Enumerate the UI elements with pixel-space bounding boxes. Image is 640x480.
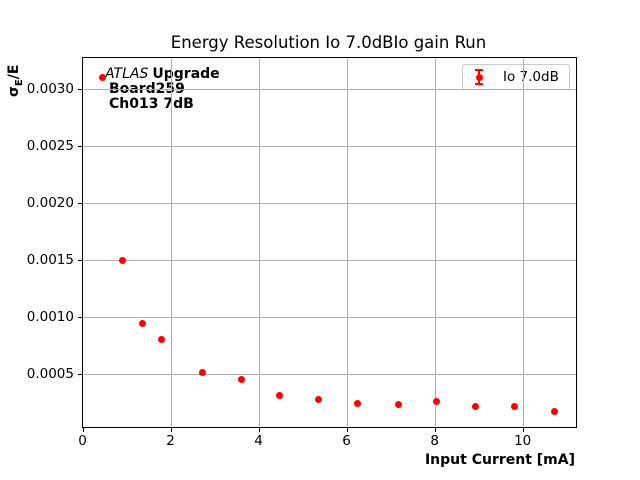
errorbar-marker-icon xyxy=(472,68,486,86)
y-axis-label-rest: /E xyxy=(6,64,22,80)
data-point xyxy=(139,319,147,327)
x-gridline xyxy=(434,58,436,427)
y-gridline xyxy=(83,317,576,319)
x-tick-mark xyxy=(170,428,172,432)
y-tick-label: 0.0025 xyxy=(26,137,74,154)
data-point xyxy=(276,391,284,399)
y-tick-mark xyxy=(78,260,82,262)
x-tick-label: 4 xyxy=(254,433,263,449)
y-gridline xyxy=(83,146,576,148)
data-point xyxy=(157,335,165,343)
y-tick-mark xyxy=(78,317,82,319)
x-tick-label: 10 xyxy=(514,433,532,449)
x-tick-label: 0 xyxy=(78,433,87,449)
x-tick-mark xyxy=(258,428,260,432)
data-point xyxy=(511,403,519,410)
y-tick-mark xyxy=(78,146,82,148)
errorbar-bottom-cap xyxy=(475,83,483,85)
x-axis-label: Input Current [mA] xyxy=(424,452,575,468)
annotation-line-2: Board259 xyxy=(109,81,185,97)
data-point xyxy=(550,408,558,416)
data-point xyxy=(315,396,323,404)
errorbar-top-cap xyxy=(475,69,483,71)
plot-area: ATLAS Upgrade Board259 Ch013 7dB Io 7.0dB xyxy=(82,57,577,428)
x-tick-mark xyxy=(434,428,436,432)
x-tick-mark xyxy=(522,428,524,432)
data-point xyxy=(395,400,403,408)
y-gridline xyxy=(83,89,576,91)
legend-label: Io 7.0dB xyxy=(503,69,559,85)
errorbar-dot xyxy=(475,73,483,81)
chart-title: Energy Resolution Io 7.0dBIo gain Run xyxy=(170,33,487,52)
data-point xyxy=(354,399,362,407)
x-tick-mark xyxy=(82,428,84,432)
y-tick-mark xyxy=(78,374,82,376)
x-tick-label: 6 xyxy=(342,433,351,449)
y-tick-label: 0.0020 xyxy=(26,194,74,211)
y-gridline xyxy=(83,260,576,262)
x-gridline xyxy=(258,58,260,427)
x-gridline xyxy=(346,58,348,427)
data-point xyxy=(99,73,107,81)
data-point xyxy=(198,368,206,376)
y-tick-label: 0.0010 xyxy=(26,308,74,325)
y-tick-mark xyxy=(78,89,82,91)
x-gridline xyxy=(170,58,172,427)
y-gridline xyxy=(83,374,576,376)
annotation-line-3: Ch013 7dB xyxy=(109,96,194,112)
annotation-upgrade: Upgrade xyxy=(152,66,220,82)
legend: Io 7.0dB xyxy=(462,64,570,90)
y-tick-label: 0.0015 xyxy=(26,251,74,268)
annotation-line-1: ATLAS Upgrade xyxy=(105,67,220,82)
x-tick-mark xyxy=(346,428,348,432)
data-point xyxy=(237,375,245,383)
y-tick-label: 0.0030 xyxy=(26,80,74,97)
annotation: ATLAS Upgrade Board259 Ch013 7dB xyxy=(105,67,220,112)
y-gridline xyxy=(83,203,576,205)
y-tick-label: 0.0005 xyxy=(26,365,74,382)
x-tick-label: 2 xyxy=(166,433,175,449)
data-point xyxy=(119,257,127,265)
x-gridline xyxy=(522,58,524,427)
x-tick-label: 8 xyxy=(430,433,439,449)
data-point xyxy=(472,403,480,410)
data-point xyxy=(432,398,440,406)
y-tick-mark xyxy=(78,203,82,205)
annotation-atlas: ATLAS xyxy=(105,66,149,82)
